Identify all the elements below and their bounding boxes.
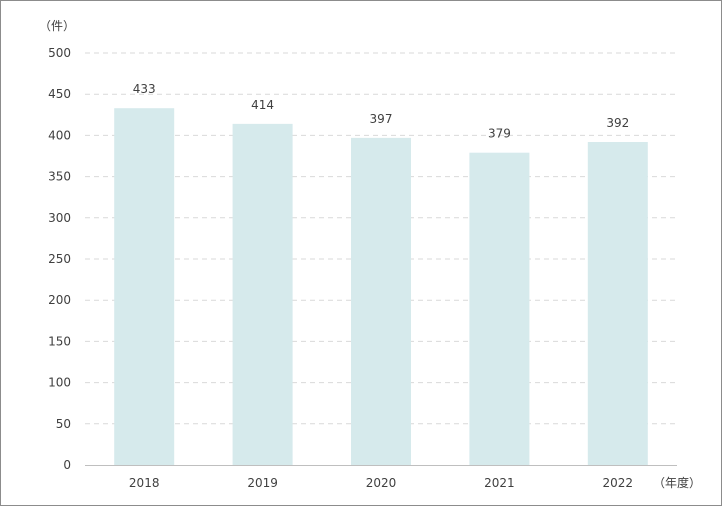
data-label-2019: 414 [251,98,274,112]
y-tick-label: 250 [48,252,71,266]
data-label-2021: 379 [488,127,511,141]
y-tick-label: 300 [48,211,71,225]
bar-2019 [232,123,293,465]
y-tick-label: 0 [63,458,71,472]
x-tick-label-2019: 2019 [247,476,278,490]
y-tick-label: 500 [48,46,71,60]
y-tick-label: 200 [48,293,71,307]
y-tick-label: 100 [48,376,71,390]
y-unit-label: （件） [39,19,75,33]
x-unit-label: （年度） [653,475,701,490]
data-label-2018: 433 [133,82,156,96]
bar-2018 [114,108,175,465]
y-tick-label: 450 [48,87,71,101]
y-tick-label: 350 [48,170,71,184]
y-tick-label: 150 [48,334,71,348]
y-tick-label: 50 [56,417,71,431]
data-label-2022: 392 [606,116,629,130]
y-tick-label: 400 [48,128,71,142]
data-label-2020: 397 [370,112,393,126]
bar-2022 [587,141,648,465]
x-tick-label-2022: 2022 [603,476,634,490]
x-tick-label-2020: 2020 [366,476,397,490]
x-tick-label-2018: 2018 [129,476,160,490]
x-tick-label-2021: 2021 [484,476,515,490]
bar-2020 [351,137,411,465]
bar-2021 [469,152,530,466]
bars [114,108,648,466]
labels: 0 50 100 150 200 250 300 350 400 450 500 433 2018 414… [48,46,633,490]
